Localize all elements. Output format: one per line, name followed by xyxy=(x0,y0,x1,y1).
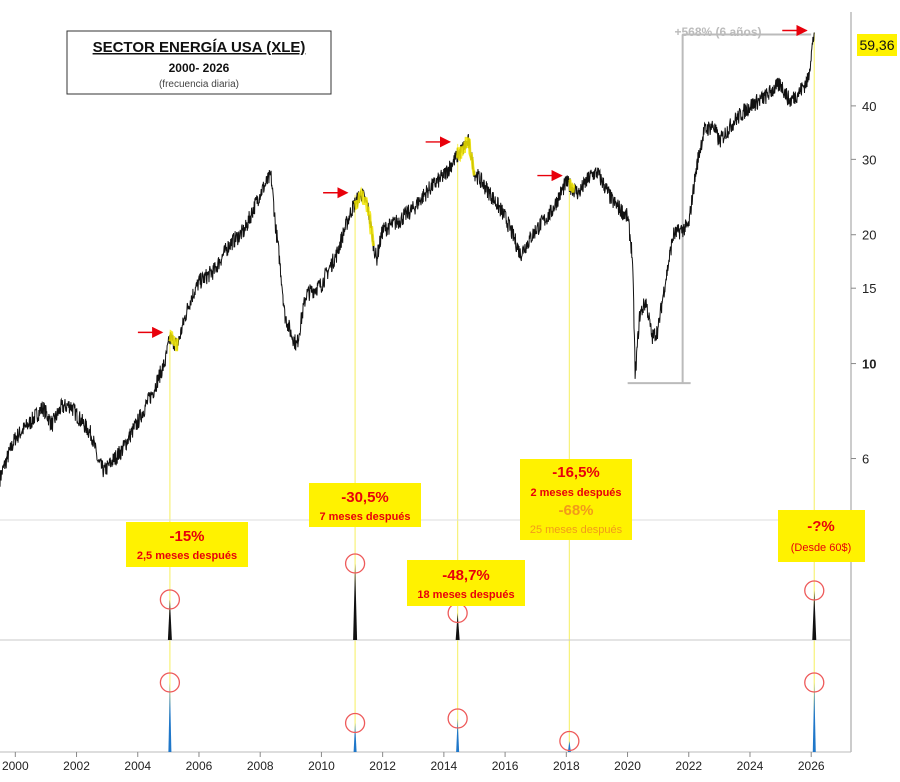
decline-label-3: -48,7% 18 meses después xyxy=(407,560,525,606)
x-tick-label: 2006 xyxy=(186,759,213,773)
indicator-top-spike-5 xyxy=(812,590,817,640)
decline-pct: -48,7% xyxy=(442,567,490,584)
x-tick-label: 2022 xyxy=(675,759,702,773)
x-tick-label: 2004 xyxy=(124,759,151,773)
decline-duration-secondary: 25 meses después xyxy=(530,524,623,536)
x-tick-label: 2000 xyxy=(2,759,29,773)
indicator-top-circle-2 xyxy=(344,553,366,574)
indicator-bottom-spike-4 xyxy=(567,741,571,752)
price-series xyxy=(0,32,815,487)
chart-subtitle: 2000- 2026 xyxy=(169,61,230,75)
x-tick-label: 2008 xyxy=(247,759,274,773)
y-tick-label: 10 xyxy=(862,357,876,372)
indicator-top-spike-2 xyxy=(353,563,358,640)
indicator-bottom-circle-5 xyxy=(804,672,825,693)
decline-label-5: -?% (Desde 60$) xyxy=(778,510,865,562)
decline-duration: 18 meses después xyxy=(417,589,514,601)
indicator-bottom-spike-1 xyxy=(168,682,172,752)
x-tick-label: 2002 xyxy=(63,759,90,773)
indicator-top-spike-1 xyxy=(167,599,172,640)
y-tick-label: 20 xyxy=(862,228,876,243)
gain-annotation: +568% (6 años) xyxy=(674,25,761,39)
decline-highlight-2 xyxy=(353,186,375,247)
last-price-label: 59,36 xyxy=(859,37,894,53)
y-tick-label: 30 xyxy=(862,152,876,167)
x-tick-label: 2010 xyxy=(308,759,335,773)
indicator-bottom-circle-3 xyxy=(447,708,468,729)
peak-arrows xyxy=(137,24,808,338)
decline-pct: -?% xyxy=(807,518,835,535)
decline-duration: 2,5 meses después xyxy=(137,550,237,562)
decline-pct-secondary: -68% xyxy=(558,502,593,519)
chart-note: (frecuencia diaria) xyxy=(159,79,239,90)
x-tick-label: 2020 xyxy=(614,759,641,773)
y-tick-label: 40 xyxy=(862,99,876,114)
chart-title: SECTOR ENERGÍA USA (XLE) xyxy=(93,39,306,56)
decline-duration: 2 meses después xyxy=(530,487,621,499)
decline-highlight-4 xyxy=(568,178,576,193)
x-tick-label: 2014 xyxy=(431,759,458,773)
decline-label-2: -30,5% 7 meses después xyxy=(309,483,421,527)
x-axis-ticks: 2000 2002 2004 2006 2008 2010 2012 2014 2016 2018… xyxy=(2,752,825,773)
decline-label-1: -15% 2,5 meses después xyxy=(126,522,248,567)
decline-label-4: -16,5% 2 meses después -68% 25 meses des… xyxy=(520,459,632,540)
decline-pct: -30,5% xyxy=(341,489,389,506)
y-tick-label: 6 xyxy=(862,452,869,467)
indicator-bottom-circle-4 xyxy=(559,730,580,752)
decline-highlight-1 xyxy=(168,329,179,352)
indicator-top-circle-1 xyxy=(159,589,181,610)
indicator-bottom-spike-3 xyxy=(456,718,460,752)
peak-guide-lines xyxy=(169,32,815,752)
decline-highlight-3 xyxy=(456,136,476,176)
x-tick-label: 2018 xyxy=(553,759,580,773)
y-tick-label: 15 xyxy=(862,281,876,296)
decline-duration: (Desde 60$) xyxy=(791,542,852,554)
x-tick-label: 2024 xyxy=(737,759,764,773)
price-line xyxy=(0,32,815,487)
indicator-bottom-circle-1 xyxy=(159,672,181,693)
title-box: SECTOR ENERGÍA USA (XLE) 2000- 2026 (fre… xyxy=(66,30,332,95)
indicator-panel xyxy=(159,553,825,752)
indicator-bottom-spike-2 xyxy=(353,723,357,752)
indicator-bottom-spike-5 xyxy=(812,682,816,752)
decline-duration: 7 meses después xyxy=(319,511,410,523)
gain-bracket xyxy=(627,33,812,385)
x-tick-label: 2012 xyxy=(369,759,396,773)
last-price-badge xyxy=(857,34,897,56)
decline-pct: -16,5% xyxy=(552,464,600,481)
y-axis-ticks: 6 10 15 20 30 40 xyxy=(851,99,876,467)
indicator-top-circle-5 xyxy=(804,580,825,601)
indicator-top-spike-3 xyxy=(455,613,460,640)
indicator-bottom-circle-2 xyxy=(344,712,366,734)
decline-highlights xyxy=(168,136,576,352)
x-tick-label: 2016 xyxy=(492,759,519,773)
x-tick-label: 2026 xyxy=(798,759,825,773)
decline-pct: -15% xyxy=(169,528,204,545)
